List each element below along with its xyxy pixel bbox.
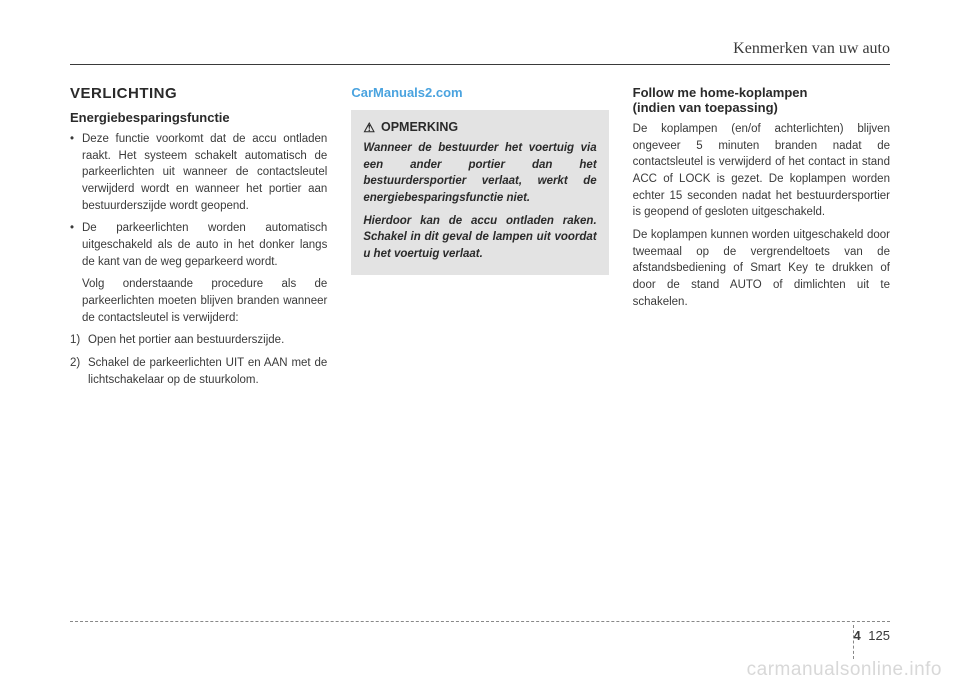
notice-title: ⚠ OPMERKING bbox=[363, 120, 596, 134]
column-1: VERLICHTING Energiebesparingsfunctie Dez… bbox=[70, 85, 327, 394]
watermark-bottom: carmanualsonline.info bbox=[747, 659, 942, 681]
chapter-number: 4 bbox=[853, 628, 860, 643]
subheading-energiebesparing: Energiebesparingsfunctie bbox=[70, 110, 327, 125]
notice-paragraph: Hierdoor kan de accu ontladen raken. Sch… bbox=[363, 213, 596, 263]
bullet-item: De parkeerlichten worden automatisch uit… bbox=[70, 220, 327, 270]
notice-title-text: OPMERKING bbox=[381, 120, 458, 134]
bullet-item: Deze functie voorkomt dat de accu ontlad… bbox=[70, 131, 327, 214]
manual-page: Kenmerken van uw auto VERLICHTING Energi… bbox=[0, 0, 960, 689]
page-footer: 4 125 bbox=[70, 621, 890, 643]
numbered-text: Open het portier aan bestuurderszijde. bbox=[88, 334, 284, 346]
watermark-top: CarManuals2.com bbox=[351, 85, 608, 100]
body-paragraph: De koplampen (en/of achterlichten) blijv… bbox=[633, 121, 890, 221]
number-marker: 1) bbox=[70, 332, 80, 349]
page-number: 125 bbox=[868, 628, 890, 643]
numbered-item: 1) Open het portier aan bestuurderszijde… bbox=[70, 332, 327, 349]
numbered-item: 2) Schakel de parkeerlichten UIT en AAN … bbox=[70, 355, 327, 388]
subheading-line: (indien van toepassing) bbox=[633, 100, 778, 115]
subheading-follow-me-home: Follow me home-koplampen (indien van toe… bbox=[633, 85, 890, 115]
column-3: Follow me home-koplampen (indien van toe… bbox=[633, 85, 890, 394]
body-paragraph: De koplampen kunnen worden uitgeschakeld… bbox=[633, 227, 890, 310]
numbered-list: 1) Open het portier aan bestuurderszijde… bbox=[70, 332, 327, 388]
column-2: CarManuals2.com ⚠ OPMERKING Wanneer de b… bbox=[351, 85, 608, 394]
sub-paragraph: Volg onderstaande procedure als de parke… bbox=[70, 276, 327, 326]
section-title: VERLICHTING bbox=[70, 85, 327, 102]
running-head: Kenmerken van uw auto bbox=[70, 40, 890, 65]
footer-separator bbox=[853, 625, 854, 659]
warning-icon: ⚠ bbox=[363, 121, 375, 134]
numbered-text: Schakel de parkeerlichten UIT en AAN met… bbox=[88, 357, 327, 386]
subheading-line: Follow me home-koplampen bbox=[633, 85, 808, 100]
notice-box: ⚠ OPMERKING Wanneer de bestuurder het vo… bbox=[351, 110, 608, 275]
content-columns: VERLICHTING Energiebesparingsfunctie Dez… bbox=[70, 85, 890, 394]
notice-paragraph: Wanneer de bestuurder het voertuig via e… bbox=[363, 140, 596, 207]
bullet-list: Deze functie voorkomt dat de accu ontlad… bbox=[70, 131, 327, 270]
number-marker: 2) bbox=[70, 355, 80, 372]
